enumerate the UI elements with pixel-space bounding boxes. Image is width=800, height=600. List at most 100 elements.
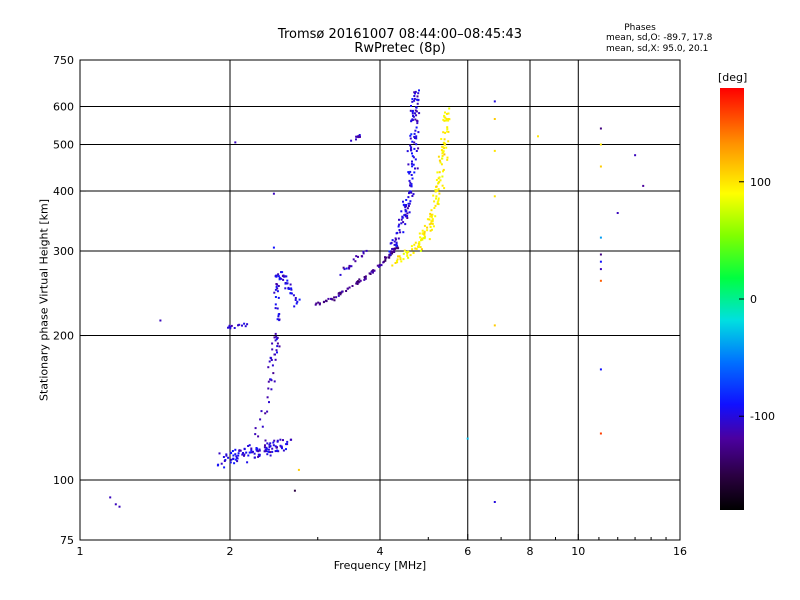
echo-point bbox=[399, 258, 402, 261]
echo-point bbox=[365, 249, 368, 252]
echo-point bbox=[493, 501, 496, 503]
echo-point bbox=[411, 110, 414, 113]
echo-point bbox=[412, 163, 415, 166]
y-tick-label: 500 bbox=[53, 139, 74, 152]
echo-point bbox=[599, 143, 602, 146]
echo-point bbox=[415, 150, 418, 152]
echo-point bbox=[278, 278, 281, 281]
echo-point bbox=[443, 143, 446, 146]
echo-point bbox=[398, 255, 401, 258]
echo-point bbox=[264, 448, 267, 451]
echo-point bbox=[391, 264, 394, 267]
echo-point bbox=[414, 109, 417, 112]
echo-point bbox=[220, 462, 223, 465]
echo-point bbox=[225, 453, 228, 456]
colorbar-tick-label: 100 bbox=[750, 176, 771, 189]
echo-point bbox=[443, 187, 446, 190]
echo-point bbox=[431, 228, 433, 231]
echo-point bbox=[389, 253, 392, 256]
echo-point bbox=[437, 197, 440, 200]
echo-point bbox=[446, 158, 449, 161]
echo-point bbox=[413, 171, 416, 174]
echo-point bbox=[432, 194, 435, 197]
echo-point bbox=[317, 301, 320, 304]
echo-point bbox=[232, 454, 235, 457]
echo-point bbox=[448, 107, 451, 110]
echo-point bbox=[413, 147, 416, 150]
echo-point bbox=[415, 106, 418, 109]
echo-point bbox=[263, 446, 266, 449]
echo-point bbox=[435, 185, 438, 188]
echo-point bbox=[272, 246, 275, 249]
echo-point bbox=[347, 266, 350, 269]
echo-point bbox=[409, 144, 412, 147]
echo-point bbox=[441, 184, 444, 187]
echo-point bbox=[599, 127, 602, 130]
echo-point bbox=[431, 218, 434, 221]
echo-point bbox=[241, 453, 244, 456]
echo-point bbox=[268, 360, 271, 363]
echo-point bbox=[372, 271, 374, 274]
echo-point bbox=[391, 239, 394, 242]
echo-point bbox=[447, 119, 450, 122]
echo-point bbox=[250, 449, 253, 452]
echo-point bbox=[286, 282, 289, 285]
y-tick-label: 750 bbox=[53, 54, 74, 67]
echo-point bbox=[411, 177, 414, 180]
echo-point bbox=[369, 273, 372, 275]
echo-point bbox=[396, 258, 399, 261]
echo-point bbox=[420, 239, 422, 242]
echo-point bbox=[337, 294, 340, 297]
echo-point bbox=[362, 252, 365, 255]
echo-point bbox=[447, 130, 450, 133]
echo-point bbox=[418, 232, 421, 235]
echo-point bbox=[259, 418, 262, 421]
echo-point bbox=[362, 250, 365, 253]
echo-point bbox=[438, 159, 441, 162]
echo-point bbox=[267, 366, 270, 369]
echo-point bbox=[297, 468, 300, 471]
echo-point bbox=[273, 336, 276, 339]
echo-point bbox=[285, 443, 288, 446]
echo-point bbox=[230, 458, 233, 461]
echo-point bbox=[412, 156, 415, 159]
echo-point bbox=[442, 168, 445, 171]
phase-stats-o-mode: mean, sd,O: -89.7, 17.8 bbox=[606, 33, 713, 43]
echo-point bbox=[443, 138, 446, 141]
echo-point bbox=[420, 237, 423, 240]
echo-point bbox=[430, 220, 433, 223]
echo-point bbox=[410, 162, 413, 165]
echo-point bbox=[446, 130, 449, 133]
echo-point bbox=[448, 118, 451, 121]
echo-point bbox=[418, 112, 421, 115]
echo-point bbox=[327, 297, 330, 300]
echo-point bbox=[276, 446, 278, 449]
echo-point bbox=[272, 444, 275, 447]
echo-point bbox=[410, 245, 413, 248]
echo-point bbox=[363, 276, 366, 278]
echo-point bbox=[445, 146, 448, 149]
echo-point bbox=[415, 110, 418, 113]
echo-point bbox=[416, 102, 419, 105]
echo-point bbox=[406, 215, 409, 217]
echo-point bbox=[232, 458, 235, 460]
echo-point bbox=[402, 231, 405, 234]
echo-point bbox=[276, 440, 279, 443]
echo-point bbox=[266, 396, 269, 399]
echo-point bbox=[599, 260, 602, 263]
echo-point bbox=[384, 259, 387, 262]
echo-point bbox=[435, 189, 438, 192]
echo-point bbox=[355, 282, 358, 285]
echo-point bbox=[411, 98, 414, 100]
echo-point bbox=[404, 208, 407, 211]
echo-point bbox=[439, 161, 442, 164]
echo-point bbox=[274, 307, 277, 310]
echo-point bbox=[444, 131, 447, 134]
echo-point bbox=[218, 452, 221, 455]
echo-point bbox=[430, 214, 433, 216]
echo-point bbox=[410, 174, 413, 176]
echo-point bbox=[411, 248, 414, 251]
echo-point bbox=[247, 445, 250, 447]
echo-point bbox=[435, 195, 438, 198]
echo-point bbox=[243, 453, 246, 456]
